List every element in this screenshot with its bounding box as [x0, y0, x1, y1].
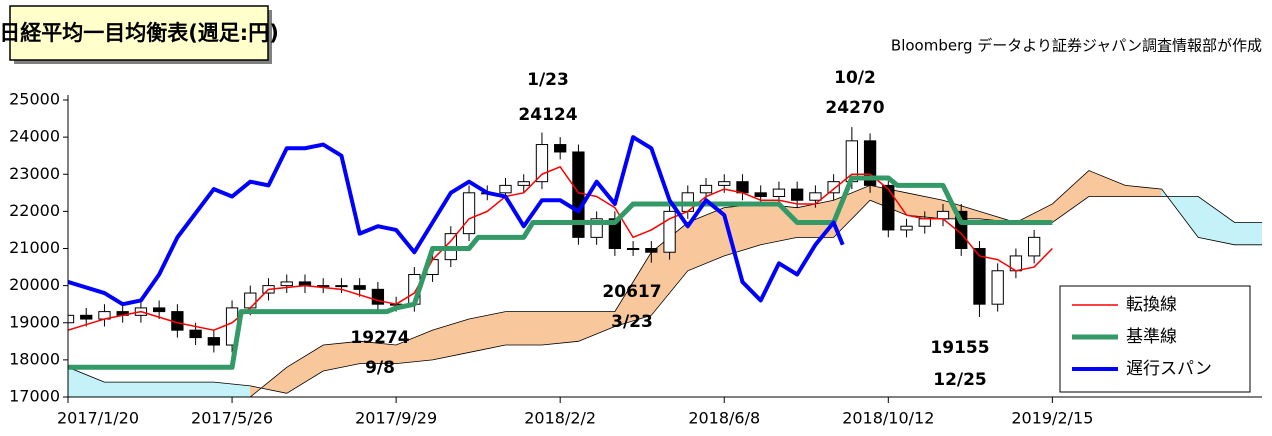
- candle-body: [80, 314, 93, 320]
- cloud-segment: [104, 381, 142, 397]
- annotation: 12/25: [933, 370, 987, 390]
- cloud-segment: [68, 367, 105, 397]
- x-tick-label: 2019/2/15: [1011, 409, 1093, 428]
- series-line: [68, 166, 1053, 331]
- title-box: [9, 5, 269, 61]
- source-note: Bloomberg データより証券ジャパン調査情報部が作成: [891, 37, 1262, 55]
- x-tick-label: 2017/9/29: [355, 409, 437, 428]
- candle-body: [718, 181, 731, 186]
- candle-body: [772, 188, 786, 198]
- candle-body: [973, 248, 986, 305]
- y-tick-label: 21000: [9, 238, 60, 257]
- candle-body: [863, 140, 877, 186]
- cloud-segment: [578, 311, 616, 342]
- candle-body: [335, 285, 348, 288]
- legend-label: 遅行スパン: [1126, 359, 1212, 379]
- annotation: 19155: [930, 338, 989, 358]
- candle-body: [699, 184, 713, 194]
- cloud-segment: [286, 344, 324, 394]
- series-line: [68, 175, 1053, 370]
- annotation: 10/2: [834, 68, 876, 88]
- legend-label: 転換線: [1126, 295, 1177, 315]
- candle-body: [882, 184, 895, 231]
- chart-title: 日経平均一目均衡表(週足:円): [0, 21, 279, 45]
- plot-layer: [68, 127, 1262, 397]
- y-tick-label: 19000: [9, 312, 60, 331]
- cloud-segment: [505, 311, 543, 346]
- candle-body: [754, 192, 767, 198]
- annotation: 20617: [602, 282, 661, 302]
- y-tick-label: 23000: [9, 164, 60, 183]
- candle-body: [645, 248, 658, 253]
- y-tick-label: 20000: [9, 275, 60, 294]
- candle-body: [152, 307, 166, 313]
- cloud-segment: [541, 311, 579, 346]
- cloud-segment: [1052, 169, 1090, 223]
- candle-body: [809, 192, 822, 201]
- candle-body: [1027, 236, 1041, 257]
- annotation: 24270: [825, 98, 884, 118]
- candle-body: [554, 144, 567, 153]
- annotation: 1/23: [527, 70, 569, 90]
- y-tick-label: 22000: [9, 201, 60, 220]
- candle-body: [626, 248, 640, 250]
- candle-body: [317, 285, 330, 288]
- y-tick-label: 17000: [9, 387, 60, 406]
- cloud-segment: [140, 381, 178, 397]
- candle-body: [827, 181, 840, 194]
- annotation: 9/8: [365, 358, 395, 378]
- x-tick-label: 2018/6/8: [688, 409, 760, 428]
- candle-body: [590, 218, 603, 238]
- candle-body: [280, 281, 293, 287]
- candle-body: [517, 181, 530, 186]
- candle-body: [918, 218, 931, 227]
- cloud-segment: [1234, 222, 1262, 246]
- candle-body: [900, 225, 913, 231]
- candle-body: [244, 292, 257, 309]
- candle-body: [189, 329, 202, 339]
- candle-body: [353, 285, 366, 290]
- cloud-edge: [68, 196, 1262, 394]
- y-tick-label: 25000: [9, 90, 60, 109]
- y-tick-label: 24000: [9, 127, 60, 146]
- candle-body: [535, 144, 549, 183]
- legend-label: 基準線: [1126, 327, 1177, 347]
- cloud-segment: [1197, 196, 1235, 246]
- candle-body: [991, 270, 1004, 305]
- x-tick-label: 2018/10/12: [842, 409, 934, 428]
- series-line: [68, 135, 845, 307]
- candle-body: [207, 337, 220, 346]
- candle-body: [499, 184, 512, 194]
- candle-body: [791, 188, 804, 201]
- x-tick-label: 2017/1/20: [57, 409, 139, 428]
- x-tick-label: 2017/5/26: [191, 409, 273, 428]
- annotation: 24124: [518, 105, 577, 125]
- candle-body: [736, 181, 749, 194]
- annotation: 19274: [350, 328, 409, 348]
- annotation: 3/23: [611, 312, 653, 332]
- y-tick-label: 18000: [9, 349, 60, 368]
- x-tick-label: 2018/2/2: [524, 409, 596, 428]
- candle-body: [371, 288, 385, 305]
- candle-body: [608, 218, 622, 250]
- candle-body: [936, 210, 950, 220]
- candle-body: [462, 192, 476, 235]
- candle-body: [68, 314, 75, 324]
- cloud-segment: [177, 381, 215, 397]
- candle-body: [663, 210, 676, 253]
